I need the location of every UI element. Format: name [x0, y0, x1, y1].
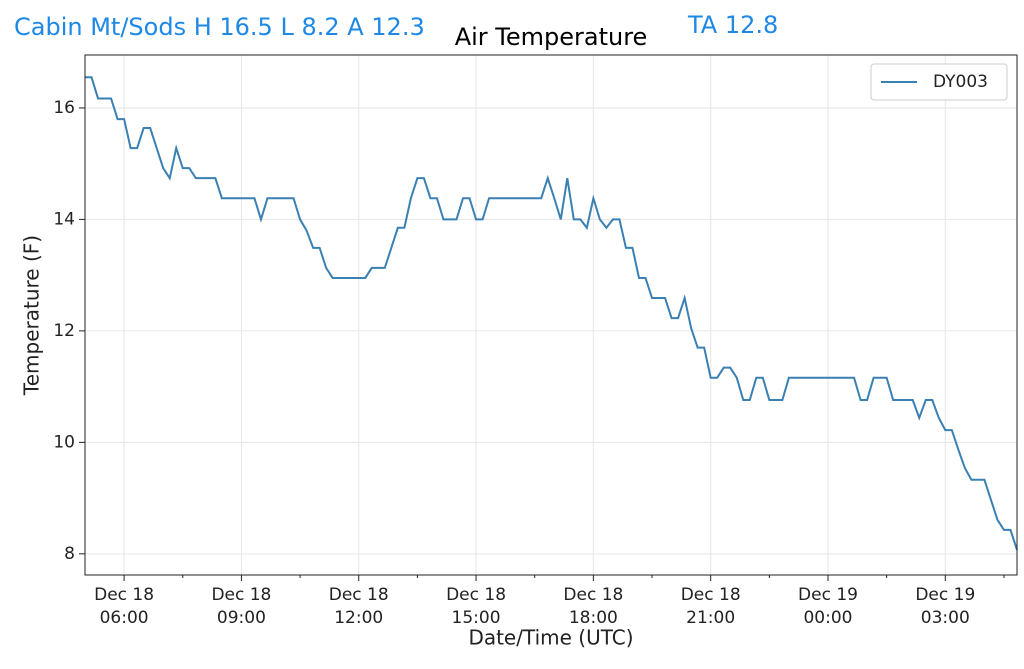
- y-axis-label: Temperature (F): [20, 235, 44, 396]
- x-tick-label-line: Dec 18: [563, 585, 623, 605]
- x-tick-label-line: 18:00: [569, 608, 618, 628]
- x-tick-label: Dec 18 21:00: [681, 585, 741, 628]
- y-tick-label: 8: [64, 544, 75, 564]
- x-tick-label-line: 03:00: [921, 608, 970, 628]
- x-tick-label-line: 21:00: [686, 608, 735, 628]
- plot-frame: [84, 54, 1018, 576]
- x-tick-label-line: 00:00: [803, 608, 852, 628]
- x-tick-label: Dec 19 00:00: [798, 585, 858, 628]
- x-tick-label: Dec 18 06:00: [94, 585, 154, 628]
- x-tick-label-line: 15:00: [452, 608, 501, 628]
- x-tick-label: Dec 19 03:00: [915, 585, 975, 628]
- y-tick-label: 12: [53, 321, 75, 341]
- x-tick-label-line: 06:00: [100, 608, 149, 628]
- legend-box: [870, 63, 1008, 101]
- x-tick-label-line: 12:00: [334, 608, 383, 628]
- data-line: [85, 76, 1018, 551]
- x-tick-label: Dec 18 12:00: [329, 585, 389, 628]
- x-tick-label-line: Dec 18: [681, 585, 741, 605]
- x-tick-label-line: Dec 19: [915, 585, 975, 605]
- x-tick-label-line: Dec 18: [329, 585, 389, 605]
- x-axis-label: Date/Time (UTC): [468, 626, 633, 650]
- chart-title: Air Temperature: [455, 23, 648, 51]
- y-tick-label: 16: [53, 98, 75, 118]
- x-tick-label: Dec 18 15:00: [446, 585, 506, 628]
- x-tick-label-line: Dec 18: [446, 585, 506, 605]
- y-tick-label: 14: [53, 209, 75, 229]
- x-tick-label-line: Dec 18: [94, 585, 154, 605]
- average-summary: TA 12.8: [687, 11, 778, 39]
- station-summary: Cabin Mt/Sods H 16.5 L 8.2 A 12.3: [14, 13, 425, 41]
- x-tick-label: Dec 18 18:00: [563, 585, 623, 628]
- x-tick-label-line: Dec 19: [798, 585, 858, 605]
- legend-label: DY003: [933, 72, 988, 92]
- x-tick-label-line: 09:00: [217, 608, 266, 628]
- y-tick-label: 10: [53, 432, 75, 452]
- x-tick-label-line: Dec 18: [211, 585, 271, 605]
- x-tick-label: Dec 18 09:00: [211, 585, 271, 628]
